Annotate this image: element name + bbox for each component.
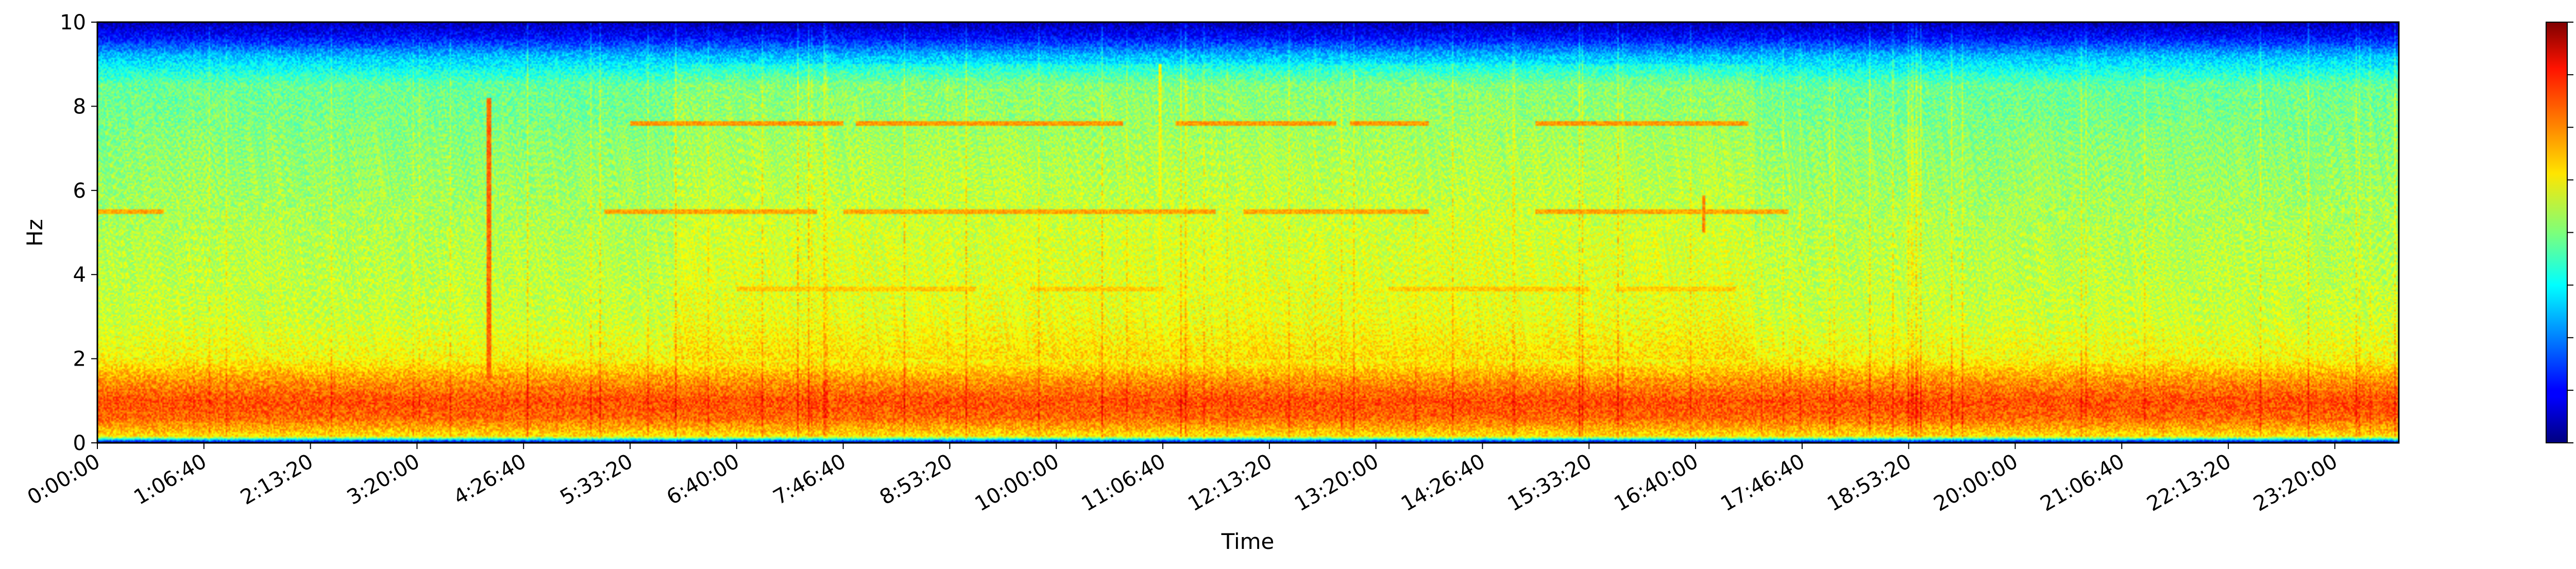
- x-tick-label: 7:46:40: [769, 450, 850, 510]
- y-tick-label: 0: [73, 432, 86, 455]
- x-tick-label: 23:20:00: [2249, 450, 2342, 516]
- x-tick-label: 6:40:00: [663, 450, 743, 510]
- x-tick-label: 1:06:40: [130, 450, 211, 510]
- x-tick-label: 14:26:40: [1397, 450, 1489, 516]
- y-axis-ticks: 0 2 4 6 8 10: [60, 11, 97, 455]
- x-tick-label: 20:00:00: [1930, 450, 2022, 516]
- x-tick-label: 11:06:40: [1077, 450, 1170, 516]
- colorbar-ticks: +0 dB-10 dB-20 dB-30 dB-40 dB-50 dB-60 d…: [2567, 22, 2573, 443]
- x-tick-label: 16:40:00: [1610, 450, 1702, 516]
- y-tick-label: 2: [73, 348, 86, 371]
- x-tick-label: 15:33:20: [1504, 450, 1596, 516]
- x-tick-label: 8:53:20: [876, 450, 957, 510]
- plot-frame: [96, 21, 2400, 444]
- x-tick-label: 22:13:20: [2143, 450, 2235, 516]
- colorbar: [2546, 22, 2568, 443]
- x-tick-label: 3:20:00: [343, 450, 424, 510]
- x-tick-label: 13:20:00: [1291, 450, 1383, 516]
- x-tick-label: 10:00:00: [971, 450, 1063, 516]
- y-axis-title: Hz: [22, 219, 47, 247]
- spectrogram-heatmap: [97, 22, 2399, 443]
- x-tick-label: 0:00:00: [23, 450, 104, 510]
- y-tick-label: 10: [60, 11, 86, 35]
- x-tick-label: 12:13:20: [1184, 450, 1276, 516]
- y-tick-label: 6: [73, 179, 86, 203]
- x-tick-label: 21:06:40: [2037, 450, 2129, 516]
- spectrogram-plot-area: [97, 22, 2399, 443]
- y-tick-label: 4: [73, 263, 86, 287]
- x-axis-title: Time: [1221, 529, 1275, 554]
- x-tick-label: 5:33:20: [556, 450, 637, 510]
- x-tick-label: 4:26:40: [450, 450, 531, 510]
- x-tick-label: 17:46:40: [1717, 450, 1809, 516]
- x-tick-label: 2:13:20: [236, 450, 317, 510]
- x-tick-label: 18:53:20: [1823, 450, 1916, 516]
- x-axis-ticks: 0:00:00 1:06:40 2:13:20 3:20:00 4:26:40 5:33:…: [23, 443, 2342, 516]
- y-tick-label: 8: [73, 95, 86, 118]
